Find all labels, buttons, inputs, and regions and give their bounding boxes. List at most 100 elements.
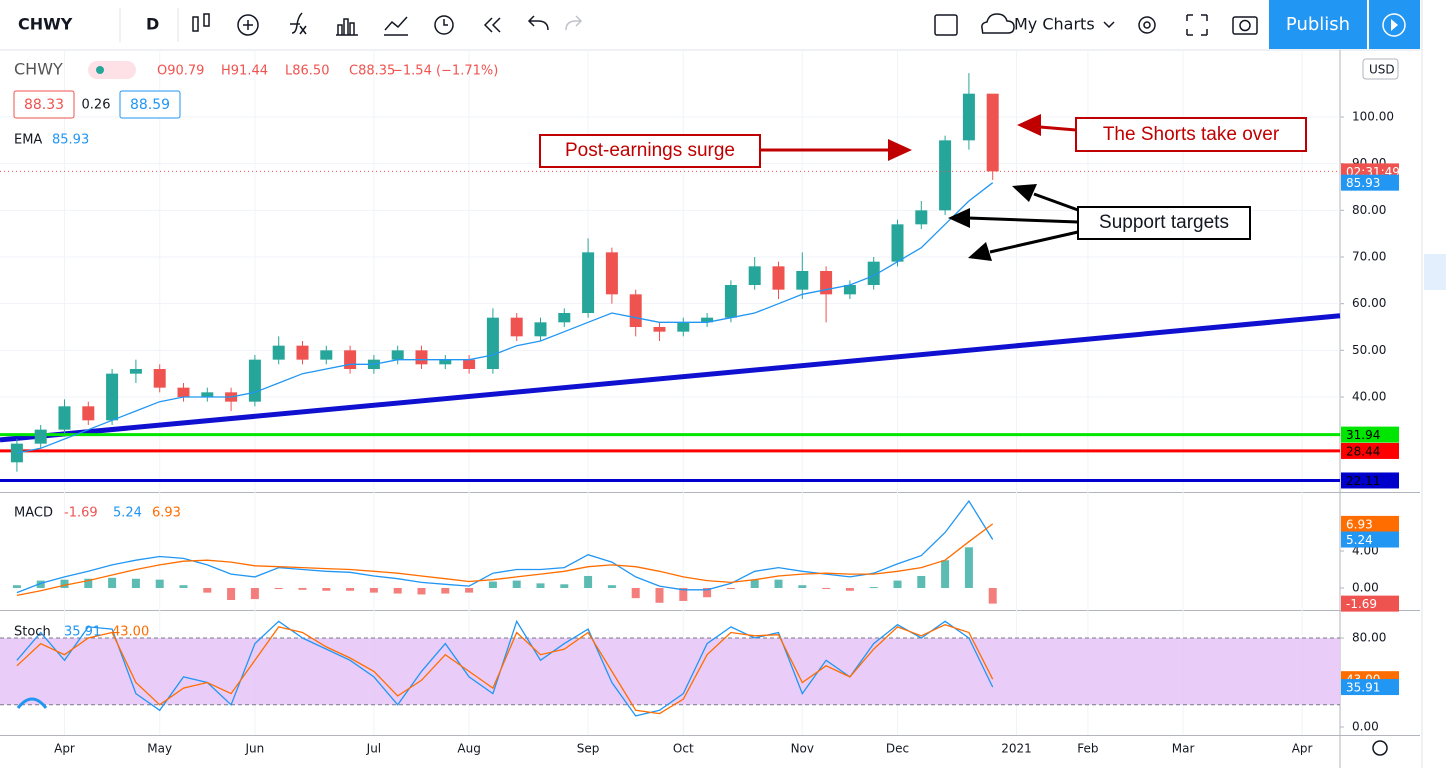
interval-button[interactable]: D: [146, 15, 159, 34]
x-tick-label: Apr: [1292, 742, 1313, 756]
histogram-bar: [298, 587, 307, 590]
histogram-bar: [607, 585, 616, 588]
legend-value: 43.00: [112, 625, 149, 640]
price-badge-label: 22.11: [1346, 474, 1380, 488]
histogram-bar: [346, 587, 355, 591]
candle-body: [534, 322, 547, 337]
indicator-title: Stoch: [14, 625, 51, 640]
candle-body: [653, 326, 666, 332]
histogram-bar: [441, 587, 450, 594]
ema-line: [16, 182, 994, 454]
histogram-bar: [60, 579, 69, 588]
bars-icon[interactable]: [336, 18, 358, 36]
candle-body: [248, 359, 261, 402]
candle-body: [748, 266, 761, 285]
status-dot: [96, 66, 104, 74]
cloud-icon[interactable]: [981, 13, 1015, 34]
symbol-button[interactable]: CHWY: [18, 15, 73, 34]
legend-value: 6.93: [152, 506, 181, 521]
x-tick-label: May: [147, 742, 172, 756]
histogram-bar: [893, 580, 902, 588]
candle-body: [320, 350, 333, 360]
histogram-bar: [179, 585, 188, 588]
histogram-bar: [774, 579, 783, 588]
alert-icon[interactable]: [434, 15, 454, 35]
layout-icon[interactable]: [934, 14, 958, 36]
price-badge-label: 28.44: [1346, 444, 1380, 458]
publish-button[interactable]: [1269, 0, 1367, 49]
histogram-bar: [155, 579, 164, 588]
legend-ohlc: L86.50: [285, 64, 329, 79]
candle-body: [415, 350, 428, 365]
candle-body: [344, 350, 357, 369]
indicator-add-icon[interactable]: [237, 14, 259, 36]
candle-body: [986, 93, 999, 172]
histogram-bar: [536, 583, 545, 588]
candle-body: [677, 322, 690, 332]
candle-body: [796, 271, 809, 290]
histogram-bar: [941, 560, 950, 588]
price-badge: [1341, 472, 1399, 489]
x-tick-label: Jul: [366, 742, 381, 756]
candle-body: [558, 312, 571, 323]
ema-legend-value: 85.93: [52, 133, 89, 148]
undo-icon[interactable]: [527, 15, 549, 31]
settings-gear[interactable]: [1372, 740, 1388, 756]
legend-value: -1.69: [64, 506, 98, 521]
y-tick-label: 70.00: [1352, 250, 1386, 264]
settings-core: [1143, 21, 1151, 29]
fx-icon[interactable]: [290, 12, 307, 35]
candle-body: [629, 294, 642, 327]
x-tick-label: Jun: [245, 742, 265, 756]
settings-icon[interactable]: [1138, 16, 1156, 34]
clock-hands: [443, 19, 448, 26]
logo[interactable]: [16, 697, 48, 709]
stoch-k-line: [16, 619, 994, 717]
candle-body: [843, 284, 856, 295]
legend-ohlc: C88.35: [349, 64, 395, 79]
candle-body: [939, 140, 952, 211]
x-tick-label: Feb: [1077, 742, 1098, 756]
candle-body: [605, 252, 618, 295]
price-badge-label: 35.91: [1346, 681, 1380, 695]
fullscreen-icon[interactable]: [1186, 14, 1208, 36]
arrow-head: [1017, 114, 1041, 136]
histogram-bar: [869, 587, 878, 589]
toolbar-icons: [192, 12, 1258, 36]
snapshot-icon[interactable]: [1232, 16, 1258, 35]
candle-body: [867, 261, 880, 285]
histogram-bar: [274, 587, 283, 589]
price-badge: [1341, 174, 1399, 191]
y-tick-label: 80.00: [1352, 203, 1386, 217]
histogram-bar: [250, 587, 259, 600]
replay-icon[interactable]: [483, 17, 501, 33]
x-tick-label: Mar: [1172, 742, 1195, 756]
histogram-bar: [369, 587, 378, 593]
price-badge-label: 31.94: [1346, 428, 1380, 442]
candles-icon[interactable]: [192, 13, 210, 32]
x-tick-label: Aug: [457, 742, 480, 756]
arrows: [967, 192, 1079, 254]
price-badge-label: -1.69: [1346, 597, 1377, 611]
candle-body: [82, 406, 95, 421]
histogram-bar: [655, 587, 664, 603]
arrow-head: [968, 242, 992, 261]
redo-icon[interactable]: [565, 15, 583, 31]
histogram-bar: [988, 587, 997, 604]
annotation-box: [1075, 117, 1307, 152]
currency-label: USD: [1369, 63, 1395, 77]
stoch-d-line: [16, 624, 994, 715]
histogram-bar: [584, 575, 593, 588]
my-charts-button[interactable]: My Charts: [1014, 15, 1095, 34]
candle-body: [296, 345, 309, 360]
candle-body: [510, 317, 523, 337]
histogram-bar: [631, 587, 640, 599]
candle-body: [106, 373, 119, 421]
histogram-bar: [679, 587, 688, 601]
compare-icon[interactable]: [384, 16, 408, 36]
candle-body: [724, 284, 737, 318]
legend-ohlc: O90.79: [157, 64, 204, 79]
toolbar: [0, 0, 1446, 50]
play-icon: [1391, 19, 1398, 31]
histogram-bar: [726, 587, 735, 589]
